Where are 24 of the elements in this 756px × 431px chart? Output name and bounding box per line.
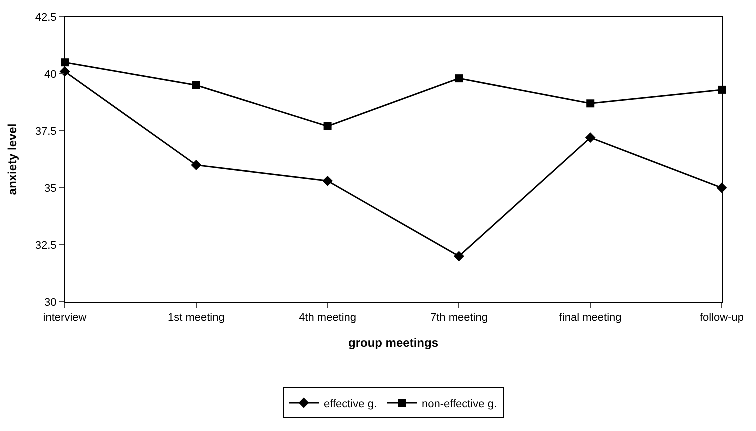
y-tick-label: 37.5 bbox=[35, 126, 57, 138]
x-tick-label: interview bbox=[43, 312, 87, 324]
point bbox=[324, 122, 332, 130]
x-tick-label: follow-up bbox=[700, 312, 744, 324]
x-tick-label: 7th meeting bbox=[430, 312, 488, 324]
point bbox=[454, 251, 464, 262]
y-axis-title: anxiety level bbox=[6, 124, 20, 196]
point bbox=[192, 81, 200, 90]
point bbox=[322, 176, 333, 186]
y-tick-label: 40 bbox=[44, 68, 57, 81]
point bbox=[191, 160, 202, 170]
y-tick-label: 30 bbox=[44, 296, 57, 309]
legend-label: effective g. bbox=[324, 398, 377, 410]
x-tick-label: 1st meeting bbox=[168, 312, 225, 324]
point bbox=[455, 74, 464, 83]
x-tick-label: 4th meeting bbox=[299, 312, 357, 324]
y-tick-label: 35 bbox=[44, 182, 57, 195]
legend-label: non-effective g. bbox=[422, 398, 498, 410]
y-tick-label: 42.5 bbox=[35, 12, 57, 24]
x-tick-label: final meeting bbox=[559, 312, 622, 324]
y-tick-label: 32.5 bbox=[35, 240, 57, 252]
point bbox=[585, 132, 596, 144]
point bbox=[586, 100, 595, 108]
x-axis-title: group meetings bbox=[348, 336, 439, 350]
